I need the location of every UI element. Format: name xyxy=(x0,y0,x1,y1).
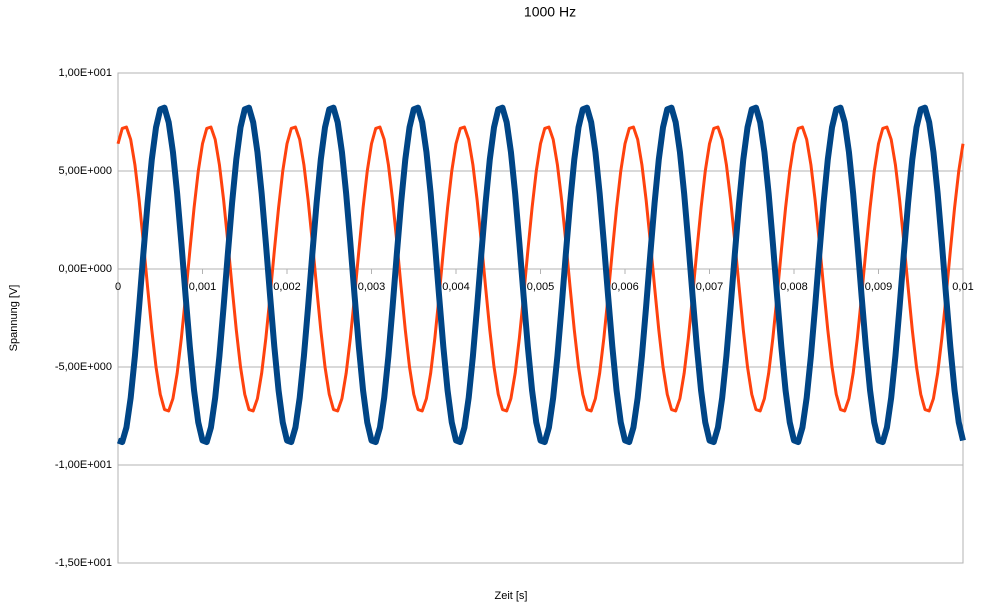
y-tick-label: -1,00E+001 xyxy=(55,459,112,471)
x-tick-label: 0,002 xyxy=(273,281,301,293)
x-tick-label: 0,006 xyxy=(611,281,639,293)
x-tick-label: 0,008 xyxy=(780,281,808,293)
x-tick-label: 0,007 xyxy=(696,281,724,293)
x-tick-label: 0,004 xyxy=(442,281,470,293)
y-tick-label: -1,50E+001 xyxy=(55,557,112,569)
x-tick-label: 0,003 xyxy=(358,281,386,293)
y-tick-label: 0,00E+000 xyxy=(58,263,112,275)
y-tick-label: -5,00E+000 xyxy=(55,361,112,373)
chart-title: 1000 Hz xyxy=(524,4,576,20)
y-tick-label: 1,00E+001 xyxy=(58,67,112,79)
x-axis-label: Zeit [s] xyxy=(494,590,527,602)
series-line xyxy=(116,125,965,413)
x-tick-label: 0,001 xyxy=(189,281,217,293)
x-tick-label: 0,005 xyxy=(527,281,555,293)
y-axis-label: Spannung [V] xyxy=(8,285,20,352)
y-tick-label: 5,00E+000 xyxy=(58,165,112,177)
x-tick-label: 0,009 xyxy=(865,281,893,293)
series-line xyxy=(116,104,966,446)
x-tick-label: 0,01 xyxy=(952,281,973,293)
x-tick-label: 0 xyxy=(115,281,121,293)
